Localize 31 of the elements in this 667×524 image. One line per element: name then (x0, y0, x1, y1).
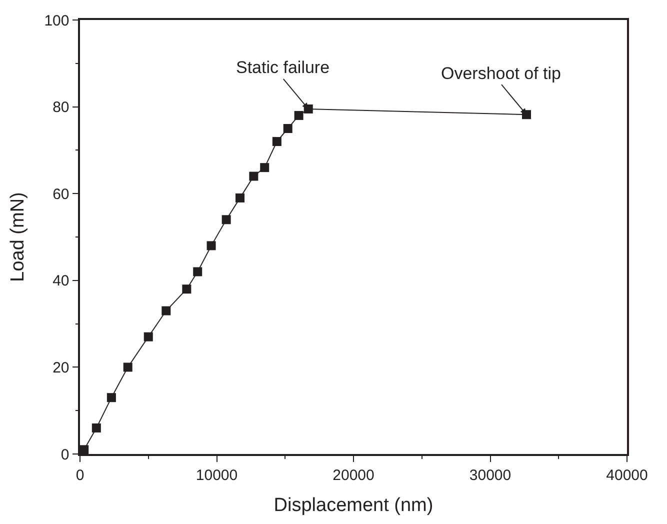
point (193, 267, 202, 276)
y-tick-label: 100 (44, 12, 70, 30)
annotation: Overshoot of tip (441, 64, 562, 83)
y-tick-label: 60 (52, 186, 70, 203)
x-tick-label: 0 (76, 466, 84, 484)
x-tick-label: 30000 (469, 466, 512, 484)
point (272, 137, 282, 146)
point (80, 445, 89, 454)
point (182, 284, 192, 294)
y-tick-label: 20 (52, 359, 70, 376)
x-tick-label: 40000 (606, 466, 648, 484)
point (92, 423, 101, 432)
y-tick-label: 0 (60, 446, 70, 464)
point (162, 306, 171, 316)
point (283, 124, 292, 133)
x-tick-label: 20000 (332, 466, 374, 484)
point (106, 393, 116, 402)
point (123, 362, 132, 372)
point (294, 110, 304, 120)
point (260, 163, 270, 172)
point (236, 193, 244, 202)
annotation: Static failure (236, 58, 330, 77)
point (144, 332, 153, 342)
x-tick-label: 10000 (196, 466, 238, 484)
point (249, 172, 258, 181)
y-tick-label: 80 (52, 99, 70, 116)
point (222, 215, 231, 224)
y-tick-label: 40 (52, 272, 70, 290)
x-axis-title: Displacement (nm) (274, 495, 434, 516)
point (206, 241, 216, 250)
y-axis-title: Load (mN) (8, 192, 29, 282)
